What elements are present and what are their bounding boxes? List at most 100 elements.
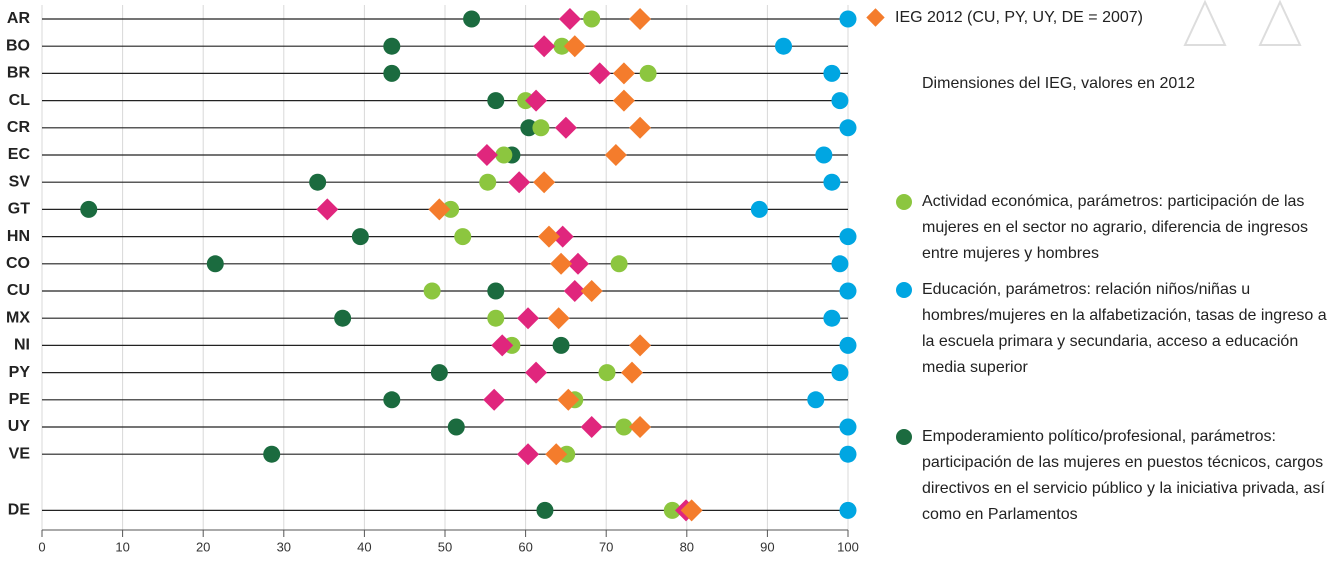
dot-marker: [442, 200, 460, 218]
category-label: AR: [7, 10, 31, 27]
dot-marker: [639, 64, 657, 82]
x-tick-label: 20: [196, 539, 210, 554]
legend-marker: [896, 429, 912, 445]
x-tick-label: 90: [760, 539, 774, 554]
diamond-marker: [525, 361, 548, 384]
category-label: DE: [8, 502, 31, 519]
diamond-marker: [491, 334, 514, 357]
dot-marker: [532, 119, 550, 137]
legend-label: IEG 2012 (CU, PY, UY, DE = 2007): [895, 9, 1143, 26]
dot-marker: [839, 10, 857, 28]
category-label: BR: [7, 65, 31, 82]
x-tick-label: 40: [357, 539, 371, 554]
dot-marker: [615, 418, 633, 436]
dot-marker: [807, 391, 825, 409]
category-label: CU: [7, 282, 30, 299]
diamond-marker: [557, 388, 580, 411]
diamond-marker: [475, 144, 498, 166]
diamond-marker: [580, 280, 603, 302]
x-tick-label: 100: [837, 539, 859, 554]
dot-marker: [454, 228, 472, 246]
legend-marker: [896, 194, 912, 210]
dot-marker: [839, 119, 857, 137]
diamond-marker: [612, 89, 635, 112]
dot-marker: [831, 364, 849, 382]
diamond-marker: [517, 443, 540, 466]
category-label: CL: [9, 92, 31, 109]
legend-label: Empoderamiento político/profesional, par…: [922, 428, 1325, 523]
diamond-marker: [316, 198, 339, 221]
x-tick-label: 30: [277, 539, 291, 554]
diamond-marker: [525, 89, 548, 112]
category-label: PE: [9, 391, 31, 408]
dot-marker: [463, 10, 481, 28]
x-tick-label: 10: [115, 539, 129, 554]
dot-marker: [536, 501, 554, 519]
dot-marker: [552, 336, 570, 354]
legend-label: Educación, parámetros: relación niños/ni…: [922, 281, 1327, 376]
diamond-marker: [563, 35, 586, 58]
category-label: PY: [9, 364, 31, 381]
dot-marker: [815, 146, 833, 164]
diamond-marker: [558, 8, 581, 30]
dot-marker: [479, 173, 497, 191]
dot-marker: [839, 501, 857, 519]
diamond-marker: [554, 116, 577, 139]
scale-icons: [1183, 0, 1302, 46]
category-label: CO: [6, 255, 30, 272]
dot-marker: [839, 445, 857, 463]
dot-marker: [583, 10, 601, 28]
legend-title: Dimensiones del IEG, valores en 2012: [922, 75, 1196, 92]
dot-marker: [80, 200, 98, 218]
x-tick-label: 60: [518, 539, 532, 554]
dot-marker: [383, 391, 401, 409]
x-tick-label: 70: [599, 539, 613, 554]
diamond-marker: [629, 416, 652, 438]
diamond-marker: [533, 35, 556, 58]
diamond-marker: [483, 388, 506, 411]
dot-marker: [839, 228, 857, 246]
category-label: SV: [9, 173, 31, 190]
dot-marker: [839, 336, 857, 354]
diamond-marker: [604, 144, 627, 166]
diamond-marker: [563, 280, 586, 302]
dot-marker: [383, 64, 401, 82]
diamond-marker: [550, 252, 573, 275]
dot-marker: [831, 255, 849, 273]
icon: [1183, 0, 1227, 46]
category-label: HN: [7, 228, 30, 245]
dot-marker: [598, 364, 616, 382]
dot-marker: [823, 309, 841, 327]
category-label: EC: [8, 146, 31, 163]
dot-marker: [263, 445, 281, 463]
diamond-marker: [517, 307, 540, 330]
dot-marker: [309, 173, 327, 191]
icon: [1258, 0, 1302, 46]
diamond-marker: [588, 62, 611, 85]
diamond-marker: [537, 225, 560, 248]
diamond-marker: [566, 252, 589, 275]
dot-marker: [383, 37, 401, 55]
x-tick-label: 50: [438, 539, 452, 554]
dot-marker: [430, 364, 448, 382]
dot-marker: [839, 282, 857, 300]
diamond-marker: [612, 62, 635, 85]
dot-marker: [334, 309, 352, 327]
dot-marker: [487, 92, 505, 110]
dot-marker: [206, 255, 224, 273]
category-label: VE: [9, 445, 31, 462]
dot-marker: [487, 282, 505, 300]
dot-marker: [663, 501, 681, 519]
dot-marker: [447, 418, 465, 436]
diamond-marker: [580, 416, 603, 438]
diamond-marker: [629, 116, 652, 139]
diamond-marker: [680, 499, 703, 522]
diamond-marker: [545, 443, 568, 466]
category-label: GT: [8, 201, 30, 218]
x-tick-label: 0: [38, 539, 45, 554]
category-label: MX: [6, 309, 30, 326]
dot-marker: [487, 309, 505, 327]
dot-marker: [351, 228, 369, 246]
diamond-marker: [629, 8, 652, 30]
